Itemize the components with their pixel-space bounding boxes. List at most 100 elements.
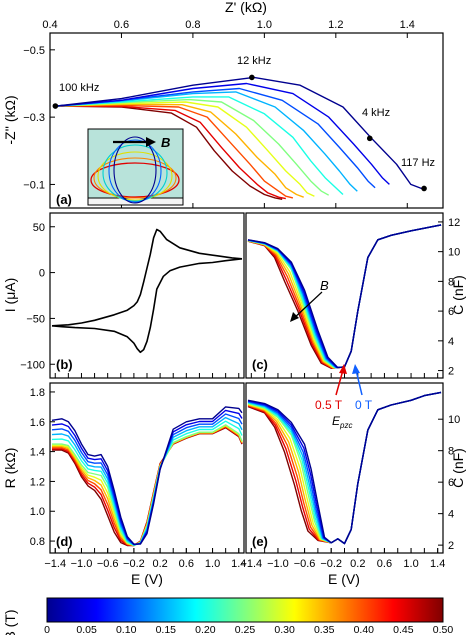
nyquist-curve-0.00T bbox=[57, 76, 422, 190]
colorbar-tick-label: 0 bbox=[44, 624, 50, 635]
panel-d-xlabel: E (V) bbox=[131, 571, 163, 587]
panel-c-frame bbox=[245, 212, 444, 379]
panel-b-frame bbox=[49, 212, 245, 379]
tick-label: −50 bbox=[26, 313, 45, 325]
tick-label: 4 bbox=[448, 509, 454, 521]
panel-c-0T-arrow-head bbox=[352, 364, 360, 374]
tick-label: 1.2 bbox=[30, 476, 45, 488]
tick-label: 1.0 bbox=[403, 558, 418, 570]
colorbar-tick-label: 0.45 bbox=[393, 624, 414, 635]
nyquist-curve-0.25T bbox=[57, 98, 330, 196]
colorbar-tick-label: 0.30 bbox=[274, 624, 295, 635]
nyquist-curve-0.30T bbox=[57, 101, 315, 197]
capacitance-e-curve-0.00T bbox=[247, 391, 442, 545]
capacitance-c-curve-0.15T bbox=[247, 224, 442, 369]
tick-label: −0.3 bbox=[23, 112, 45, 124]
nyquist-curve-0.20T bbox=[57, 96, 344, 196]
inset-droplet-03T bbox=[97, 151, 173, 201]
tick-label: 1.0 bbox=[30, 506, 45, 518]
frequency-marker-0 bbox=[52, 103, 59, 109]
panel-c-0T-arrow bbox=[355, 369, 363, 396]
tick-label: 4 bbox=[448, 336, 454, 348]
resistance-curve-0.00T bbox=[51, 406, 243, 545]
tick-label: 0.6 bbox=[114, 19, 129, 31]
capacitance-c-curve-0.20T bbox=[247, 224, 442, 369]
tick-label: 1.4 bbox=[430, 558, 445, 570]
nyquist-curve-0.45T bbox=[57, 105, 286, 200]
tick-label: 0.2 bbox=[152, 558, 167, 570]
annotation-4khz: 4 kHz bbox=[362, 107, 390, 119]
panel-c-05T-arrow-head bbox=[339, 364, 347, 374]
tick-label: −100 bbox=[20, 359, 45, 371]
panel-c-field-arrow-head bbox=[290, 312, 299, 322]
panel-c-0T-label: 0 T bbox=[355, 398, 373, 412]
inset-droplet-0T bbox=[113, 136, 157, 204]
panel-a-frame bbox=[49, 32, 444, 209]
panel-d-label: (d) bbox=[56, 534, 73, 549]
tick-label: 0.8 bbox=[185, 19, 200, 31]
tick-label: 6 bbox=[448, 306, 454, 318]
capacitance-c-curve-0.50T bbox=[247, 224, 442, 369]
tick-label: 1.2 bbox=[328, 19, 343, 31]
tick-label: −1.4 bbox=[240, 558, 262, 570]
frequency-marker-1 bbox=[249, 74, 255, 81]
panel-c-epzc-label: Epzc bbox=[332, 414, 352, 430]
tick-label: 1.0 bbox=[205, 558, 220, 570]
tick-label: −0.2 bbox=[320, 558, 342, 570]
colorbar-tick-label: 0.05 bbox=[76, 624, 97, 635]
tick-label: 1.4 bbox=[30, 447, 45, 459]
inset-droplet-01T bbox=[108, 139, 162, 203]
panel-b-ylabel: I (μA) bbox=[2, 278, 18, 313]
tick-label: −0.6 bbox=[97, 558, 119, 570]
colorbar-tick-label: 0.40 bbox=[354, 624, 375, 635]
capacitance-c-curve-0.35T bbox=[247, 224, 442, 369]
tick-label: 10 bbox=[448, 247, 460, 259]
panel-a-xlabel: Z' (kΩ) bbox=[225, 0, 267, 15]
tick-label: 0.6 bbox=[377, 558, 392, 570]
inset-droplet-05T bbox=[90, 162, 180, 198]
capacitance-c-curve-0.00T bbox=[247, 224, 442, 369]
tick-label: 0.4 bbox=[42, 19, 57, 31]
inset-field-arrow-head bbox=[146, 137, 156, 147]
tick-label: 10 bbox=[448, 414, 460, 426]
tick-label: −0.1 bbox=[23, 179, 45, 191]
capacitance-e-curve-0.20T bbox=[247, 391, 442, 545]
panel-d-ylabel: R (kΩ) bbox=[2, 448, 18, 489]
capacitance-c-curve-0.10T bbox=[247, 224, 442, 369]
panel-a-ylabel: -Z'' (kΩ) bbox=[2, 95, 18, 144]
colorbar-tick-label: 0.35 bbox=[314, 624, 335, 635]
tick-label: 1.8 bbox=[30, 387, 45, 399]
tick-label: 12 bbox=[448, 217, 460, 229]
annotation-12khz: 12 kHz bbox=[237, 55, 271, 67]
colorbar-tick-label: 0.50 bbox=[433, 624, 454, 635]
tick-label: 1.4 bbox=[400, 19, 415, 31]
nyquist-curve-0.05T bbox=[57, 82, 390, 185]
panel-e-label: (e) bbox=[252, 534, 268, 549]
tick-label: 0.8 bbox=[30, 536, 45, 548]
panel-e-xlabel: E (V) bbox=[328, 571, 360, 587]
colorbar-tick-label: 0.20 bbox=[195, 624, 216, 635]
nyquist-curve-0.40T bbox=[57, 104, 294, 199]
tick-label: 1.0 bbox=[257, 19, 272, 31]
panel-c-ylabel: C (nF) bbox=[450, 275, 466, 315]
tick-label: 8 bbox=[448, 446, 454, 458]
capacitance-c-curve-0.05T bbox=[247, 224, 442, 369]
tick-label: 2 bbox=[448, 540, 454, 552]
annotation-117hz: 117 Hz bbox=[401, 157, 435, 169]
capacitance-c-curve-0.40T bbox=[247, 224, 442, 369]
annotation-100khz: 100 kHz bbox=[59, 82, 99, 94]
capacitance-c-curve-0.30T bbox=[247, 224, 442, 369]
inset-droplet-04T bbox=[93, 157, 177, 199]
panel-e-ylabel: C (nF) bbox=[450, 448, 466, 488]
tick-label: 50 bbox=[33, 222, 45, 234]
tick-label: −0.6 bbox=[294, 558, 316, 570]
panel-c-field-label: B bbox=[320, 278, 329, 293]
colorbar-tick-label: 0.10 bbox=[116, 624, 137, 635]
capacitance-c-curve-0.45T bbox=[247, 224, 442, 369]
tick-label: 8 bbox=[448, 276, 454, 288]
colorbar-label: B (T) bbox=[2, 609, 18, 635]
tick-label: −1.0 bbox=[71, 558, 93, 570]
frequency-marker-3 bbox=[421, 185, 427, 192]
nyquist-curve-0.35T bbox=[57, 103, 304, 198]
colorbar-tick-label: 0.25 bbox=[235, 624, 256, 635]
